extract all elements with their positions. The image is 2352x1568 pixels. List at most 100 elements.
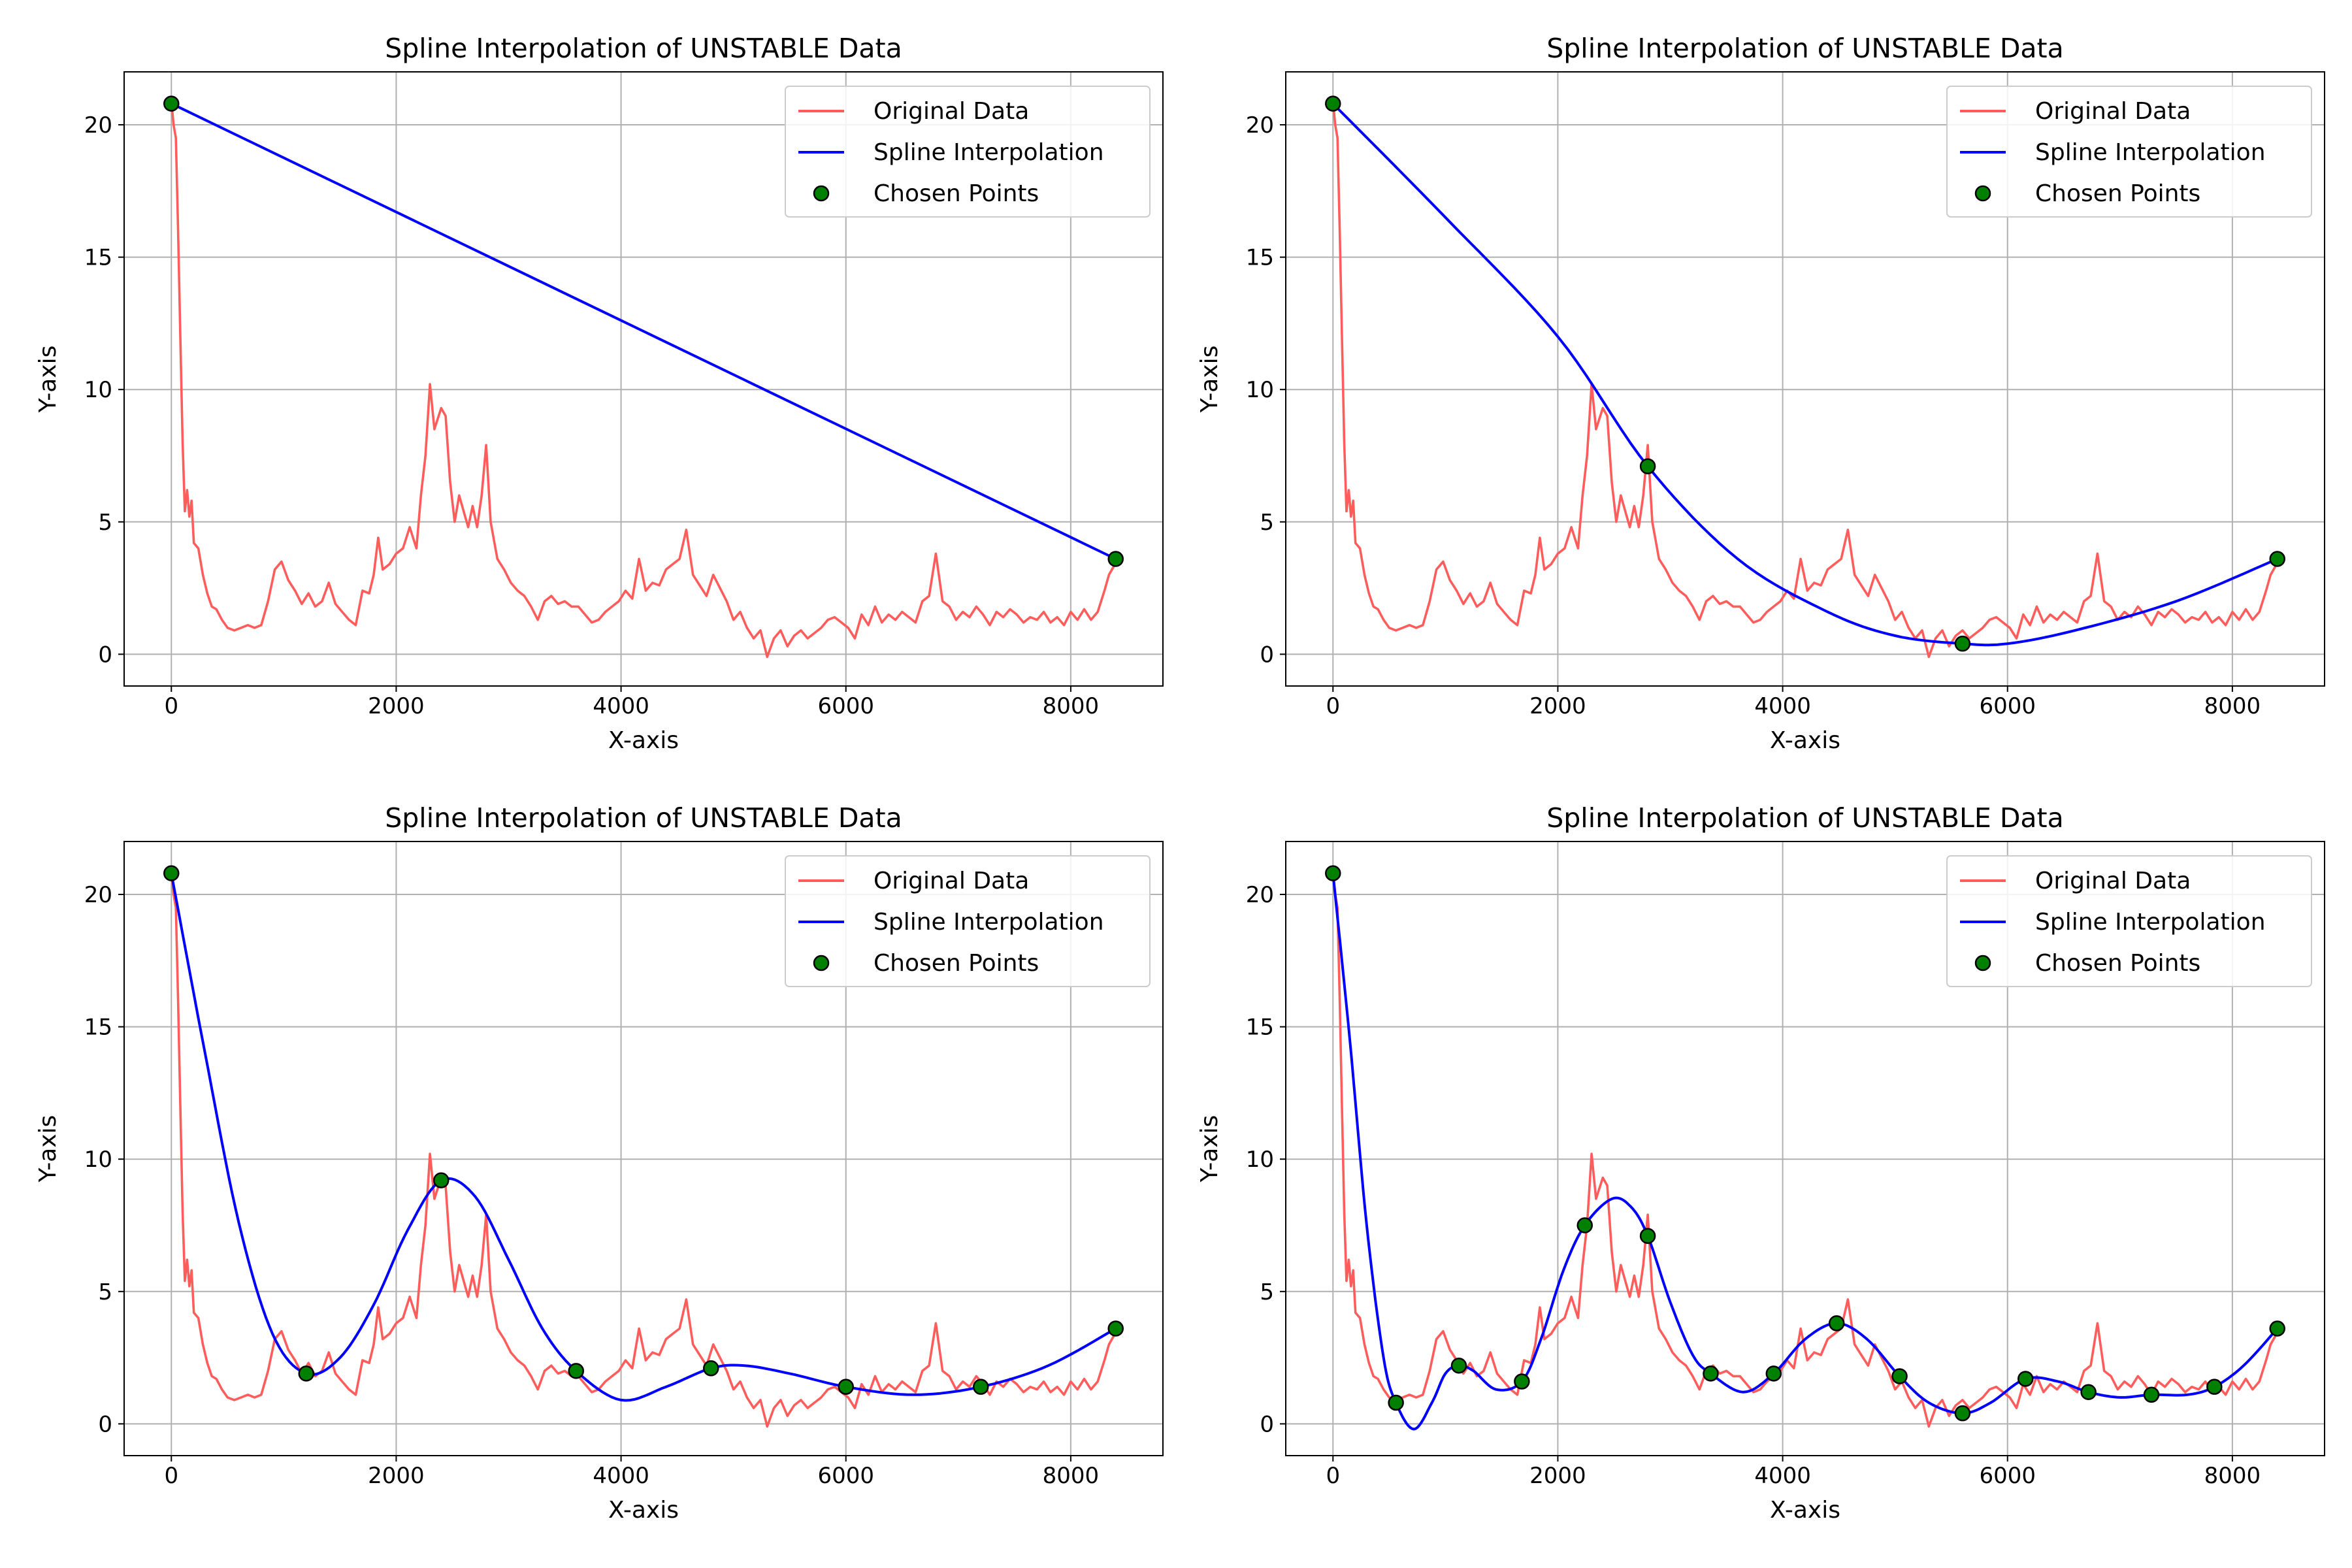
chosen-point <box>1576 1217 1593 1233</box>
chosen-point <box>972 1379 989 1395</box>
x-axis-label: X-axis <box>608 1497 679 1524</box>
y-tick-label: 5 <box>98 1279 112 1305</box>
chosen-point <box>2269 551 2285 567</box>
y-tick-label: 10 <box>1246 1147 1274 1173</box>
legend-label: Spline Interpolation <box>2035 139 2266 166</box>
chosen-point <box>1765 1365 1782 1382</box>
x-tick-label: 2000 <box>1529 693 1586 719</box>
legend-label: Original Data <box>2035 98 2191 125</box>
chosen-point <box>1891 1368 1908 1384</box>
x-tick-label: 2000 <box>1529 1463 1586 1489</box>
chosen-point <box>1107 1320 1124 1337</box>
legend-swatch-points <box>1974 955 1991 972</box>
y-tick-label: 5 <box>98 510 112 536</box>
legend-label: Original Data <box>874 98 1029 125</box>
y-tick-label: 0 <box>98 1411 112 1437</box>
chosen-point <box>433 1172 449 1188</box>
x-tick-label: 6000 <box>1979 693 2036 719</box>
chosen-point <box>163 95 180 112</box>
legend-swatch-points <box>1974 185 1991 202</box>
chosen-point <box>838 1379 854 1395</box>
y-axis-label: Y-axis <box>1196 346 1223 414</box>
chart-title: Spline Interpolation of UNSTABLE Data <box>1546 802 2063 834</box>
axes-frame <box>123 841 1164 1456</box>
y-tick-label: 15 <box>84 1015 112 1041</box>
legend-label: Chosen Points <box>2035 180 2200 207</box>
y-tick-label: 20 <box>1246 882 1274 908</box>
legend-label: Spline Interpolation <box>874 139 1104 166</box>
chosen-point <box>1954 635 1971 652</box>
chosen-point <box>2143 1386 2160 1403</box>
chosen-point <box>298 1365 315 1382</box>
x-tick-label: 8000 <box>1043 1463 1100 1489</box>
legend-label: Spline Interpolation <box>874 909 1104 936</box>
subplot-2: 0 2000 4000 6000 8000 0 5 10 15 20 Spline Interpol… <box>1196 33 2325 754</box>
x-axis-label: X-axis <box>1770 727 1840 754</box>
original-data-line <box>1331 870 2279 1428</box>
spline-line <box>170 873 1117 1402</box>
y-tick-label: 5 <box>1260 510 1274 536</box>
y-axis-label: Y-axis <box>35 346 61 414</box>
subplot-4: 0 2000 4000 6000 8000 0 5 10 15 20 Spline Interpol… <box>1196 802 2325 1524</box>
x-axis-label: X-axis <box>608 727 679 754</box>
legend-box <box>1946 86 2312 218</box>
chosen-point <box>702 1360 719 1377</box>
chosen-point <box>1107 551 1124 567</box>
chosen-point <box>1325 865 1341 881</box>
x-axis-label: X-axis <box>1770 1497 1840 1524</box>
chosen-point <box>2269 1320 2285 1337</box>
x-tick-label: 8000 <box>2204 693 2261 719</box>
chosen-point <box>1639 458 1656 474</box>
y-tick-label: 0 <box>98 642 112 668</box>
legend-box <box>785 855 1151 987</box>
y-tick-label: 5 <box>1260 1279 1274 1305</box>
chosen-point <box>1514 1373 1530 1390</box>
chosen-point <box>2080 1384 2097 1401</box>
legend-swatch-points <box>813 955 830 972</box>
x-tick-label: 8000 <box>2204 1463 2261 1489</box>
y-tick-label: 15 <box>84 245 112 271</box>
x-tick-label: 2000 <box>368 693 425 719</box>
chosen-point <box>568 1363 585 1379</box>
y-tick-label: 20 <box>1246 112 1274 139</box>
axes-frame <box>1285 841 2325 1456</box>
y-tick-label: 20 <box>84 112 112 139</box>
chosen-point <box>1703 1365 1719 1382</box>
y-axis-label: Y-axis <box>35 1115 61 1183</box>
x-tick-label: 6000 <box>1979 1463 2036 1489</box>
legend-label: Chosen Points <box>874 180 1039 207</box>
chart-title: Spline Interpolation of UNSTABLE Data <box>1546 33 2063 64</box>
x-tick-label: 0 <box>1326 693 1340 719</box>
chosen-point <box>1388 1394 1404 1411</box>
legend: Original Data Spline Interpolation Chosen … <box>785 86 1151 218</box>
spline-line <box>171 102 1117 561</box>
y-tick-label: 0 <box>1260 1411 1274 1437</box>
subplot-1: 0 2000 4000 6000 8000 0 5 10 15 20 Spline Interpol… <box>35 33 1164 754</box>
chosen-point <box>163 865 180 881</box>
x-tick-label: 6000 <box>817 1463 874 1489</box>
original-data-line <box>1331 101 2279 659</box>
x-tick-label: 4000 <box>1754 1463 1811 1489</box>
chosen-point <box>1828 1315 1845 1331</box>
chosen-point <box>1450 1357 1467 1374</box>
x-tick-label: 2000 <box>368 1463 425 1489</box>
subplot-3: 0 2000 4000 6000 8000 0 5 10 15 20 Spline Interpol… <box>35 802 1164 1524</box>
chosen-point <box>1954 1405 1971 1422</box>
legend: Original Data Spline Interpolation Chosen … <box>1946 855 2312 987</box>
x-tick-label: 0 <box>164 693 178 719</box>
chart-title: Spline Interpolation of UNSTABLE Data <box>385 802 902 834</box>
x-tick-label: 4000 <box>1754 693 1811 719</box>
x-tick-label: 0 <box>164 1463 178 1489</box>
spline-line <box>1331 103 2278 647</box>
chart-title: Spline Interpolation of UNSTABLE Data <box>385 33 902 64</box>
x-tick-label: 4000 <box>593 1463 649 1489</box>
original-data-line <box>170 101 1117 659</box>
y-tick-label: 15 <box>1246 1015 1274 1041</box>
y-axis-label: Y-axis <box>1196 1115 1223 1183</box>
legend: Original Data Spline Interpolation Chosen … <box>785 855 1151 987</box>
legend-label: Original Data <box>874 868 1029 894</box>
y-tick-label: 0 <box>1260 642 1274 668</box>
axes-frame <box>123 71 1164 687</box>
y-tick-label: 15 <box>1246 245 1274 271</box>
legend-label: Chosen Points <box>2035 950 2200 977</box>
